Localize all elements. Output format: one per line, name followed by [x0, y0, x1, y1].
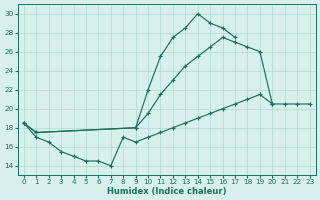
X-axis label: Humidex (Indice chaleur): Humidex (Indice chaleur): [107, 187, 227, 196]
